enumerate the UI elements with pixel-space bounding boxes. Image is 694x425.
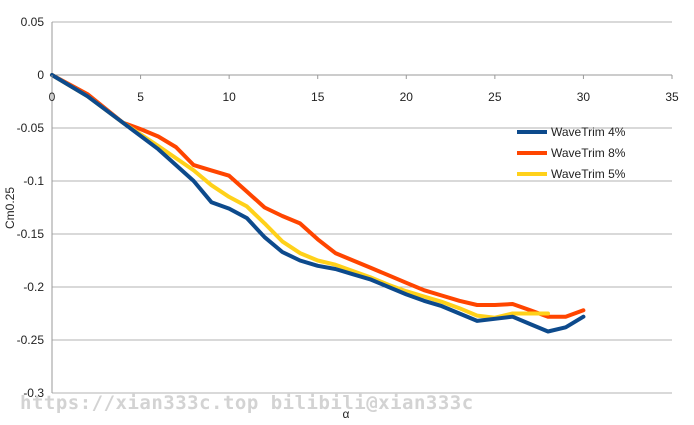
series-layer <box>50 73 586 334</box>
x-tick-label: 0 <box>49 90 56 104</box>
y-tick-label: -0.2 <box>23 280 44 294</box>
series-line <box>50 73 550 320</box>
y-tick-label: -0.25 <box>17 333 45 347</box>
y-tick-label: -0.15 <box>17 227 45 241</box>
y-axis-ticks: 0.05 0 -0.05 -0.1 -0.15 -0.2 -0.25 -0.3 <box>17 15 45 400</box>
legend: WaveTrim 4% WaveTrim 8% WaveTrim 5% <box>517 125 626 181</box>
x-axis-label: α <box>343 407 350 421</box>
series-line <box>50 73 586 319</box>
x-tick-label: 20 <box>400 90 414 104</box>
x-tick-label: 5 <box>137 90 144 104</box>
x-tick-label: 25 <box>488 90 502 104</box>
legend-entry: WaveTrim 5% <box>551 167 626 181</box>
y-tick-label: 0.05 <box>21 15 45 29</box>
y-axis-label: Cm0.25 <box>3 187 17 229</box>
watermark: https://xian333c.top bilibili@xian333c <box>20 392 474 414</box>
grid-layer <box>51 21 672 394</box>
y-tick-label: -0.05 <box>17 121 45 135</box>
y-tick-label: 0 <box>37 68 44 82</box>
series-line <box>50 73 586 334</box>
y-tick-label: -0.1 <box>23 174 44 188</box>
legend-entry: WaveTrim 4% <box>551 125 626 139</box>
x-axis-ticks: 0 5 10 15 20 25 30 35 <box>49 75 679 104</box>
x-tick-label: 30 <box>577 90 591 104</box>
x-tick-label: 35 <box>665 90 679 104</box>
x-tick-label: 15 <box>311 90 325 104</box>
x-tick-label: 10 <box>222 90 236 104</box>
legend-entry: WaveTrim 8% <box>551 146 626 160</box>
y-tick-label: -0.3 <box>23 386 44 400</box>
